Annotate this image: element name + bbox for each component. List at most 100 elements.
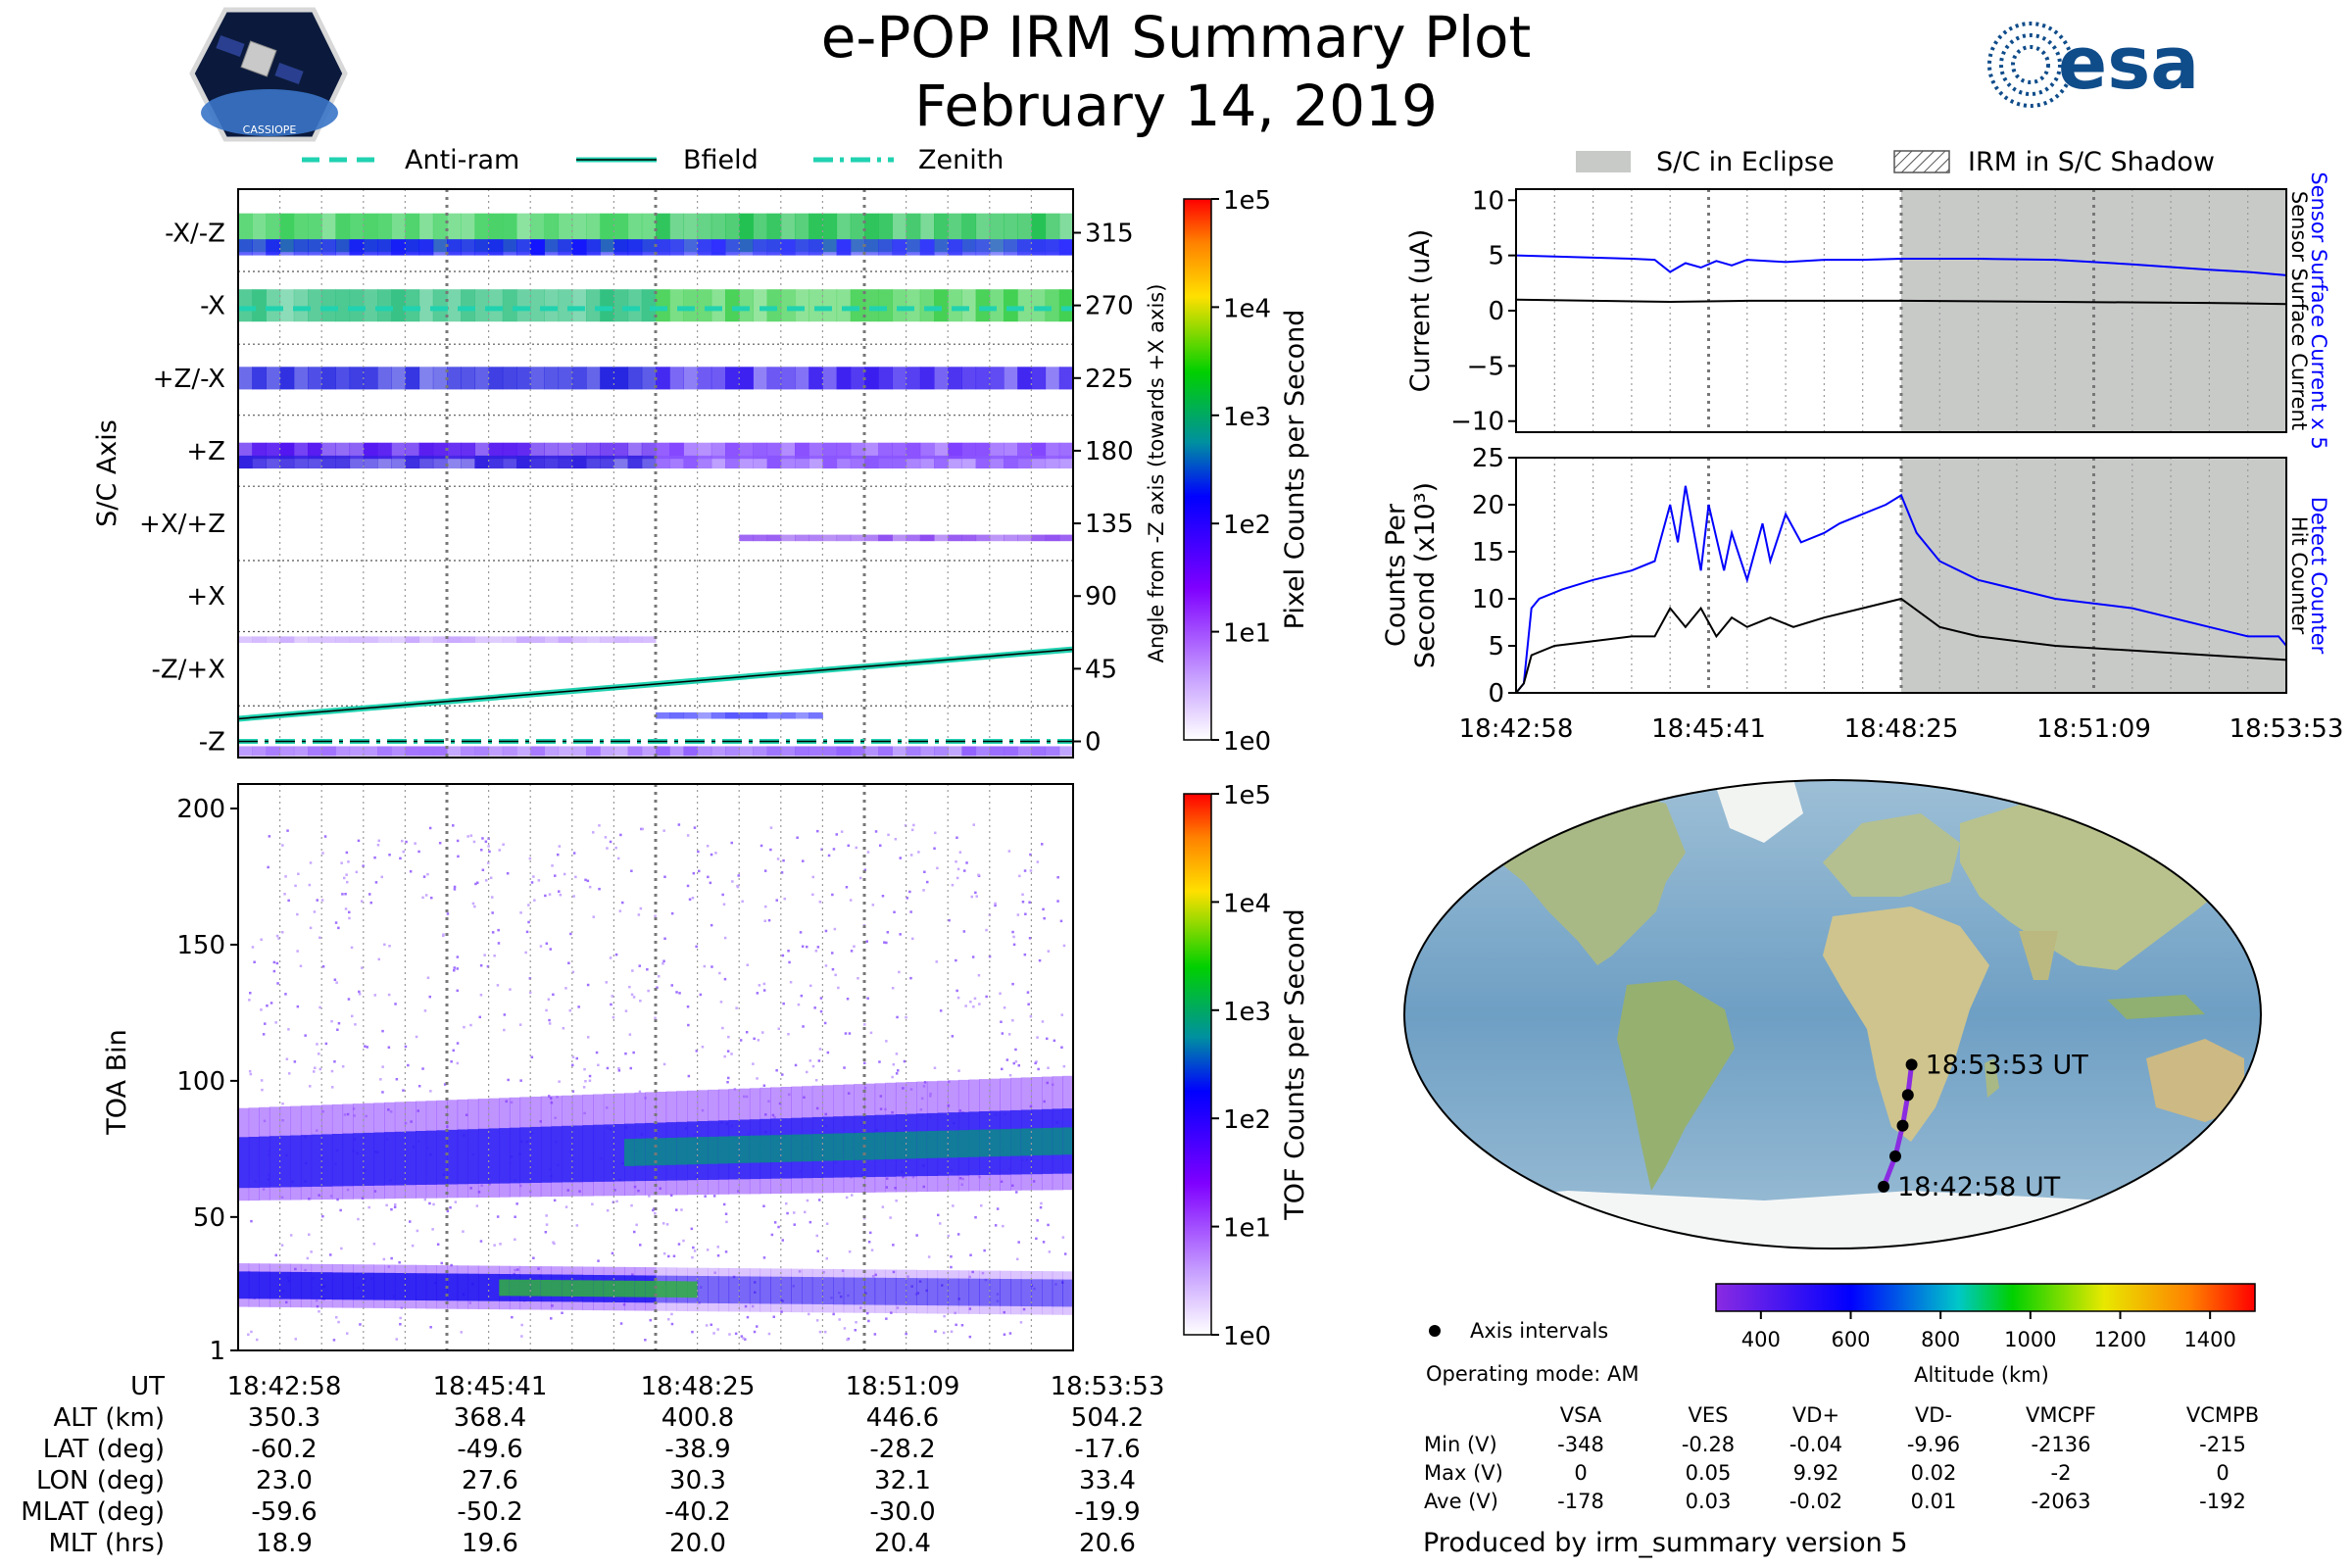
- tof-band-core: [540, 1280, 552, 1297]
- noise-pixel: [968, 1275, 971, 1279]
- esa-logo: esa: [1987, 22, 2199, 108]
- tof-band-core: [687, 1281, 699, 1298]
- tof-band-core: [854, 1133, 865, 1160]
- tof-tick: 50: [193, 1203, 225, 1233]
- pixel-band-cell: [1031, 239, 1047, 256]
- noise-pixel: [714, 852, 717, 855]
- noise-pixel: [721, 1026, 724, 1030]
- noise-pixel: [815, 1319, 819, 1322]
- noise-pixel: [943, 1314, 946, 1318]
- noise-pixel: [411, 1244, 415, 1248]
- pixel-band-cell: [878, 455, 893, 469]
- tof-band-mid: [551, 1126, 563, 1183]
- noise-pixel: [416, 1229, 419, 1233]
- pixel-band-cell: [502, 289, 517, 322]
- tof-band-mid: [394, 1131, 406, 1186]
- noise-pixel: [503, 1013, 507, 1016]
- tof-band-core: [624, 1280, 636, 1298]
- pixel-band-cell: [391, 746, 406, 757]
- noise-pixel: [373, 856, 376, 859]
- noise-pixel: [972, 1005, 975, 1008]
- pixel-band-cell: [864, 289, 879, 322]
- pixel-band-cell: [975, 746, 991, 757]
- noise-pixel: [849, 899, 853, 902]
- counts-xtick: 18:48:25: [1844, 714, 1959, 744]
- noise-pixel: [304, 1034, 307, 1037]
- noise-pixel: [781, 954, 785, 957]
- noise-pixel: [896, 1306, 900, 1309]
- pixel-band-cell: [948, 534, 962, 542]
- pixel-band-cell: [530, 455, 545, 469]
- noise-pixel: [1047, 1223, 1050, 1227]
- pixel-band-cell: [864, 455, 879, 469]
- noise-pixel: [858, 876, 862, 880]
- noise-pixel: [691, 1330, 694, 1334]
- pixel-band-cell: [795, 367, 809, 390]
- tof-tick: 1: [209, 1337, 225, 1366]
- pixel-band-cell: [683, 239, 699, 256]
- pixel-band-cell: [432, 442, 448, 460]
- pixel-band-cell: [780, 711, 796, 719]
- tof-band-core: [780, 1134, 792, 1162]
- noise-pixel: [915, 1234, 918, 1237]
- ephemeris-value: -19.9: [1074, 1497, 1140, 1527]
- pixel-colorbar-label: Pixel Counts per Second: [1280, 310, 1310, 630]
- noise-pixel: [670, 911, 674, 915]
- noise-pixel: [693, 1250, 697, 1252]
- noise-pixel: [1007, 1033, 1011, 1036]
- pixel-band-cell: [571, 367, 587, 390]
- noise-pixel: [395, 1078, 399, 1081]
- noise-pixel: [638, 1090, 642, 1094]
- noise-pixel: [731, 880, 734, 883]
- pixel-band-cell: [363, 746, 378, 757]
- pixel-band-cell: [850, 239, 865, 256]
- noise-pixel: [710, 1323, 712, 1326]
- noise-pixel: [296, 1004, 300, 1008]
- noise-pixel: [818, 1199, 821, 1201]
- tof-band-mid: [728, 1276, 740, 1304]
- noise-pixel: [281, 931, 284, 934]
- pixel-band-cell: [795, 711, 809, 719]
- noise-pixel: [786, 1211, 789, 1215]
- noise-pixel: [471, 902, 475, 906]
- axis-labels: -X/-Z-X+Z/-X+Z+X/+Z+X-Z/+X-Z: [139, 219, 225, 757]
- noise-pixel: [335, 981, 338, 984]
- noise-pixel: [707, 875, 710, 879]
- noise-pixel: [251, 946, 255, 949]
- counts-tick: 0: [1488, 679, 1504, 709]
- pixel-band-cell: [948, 442, 962, 460]
- noise-pixel: [769, 848, 772, 852]
- noise-pixel: [351, 1014, 354, 1018]
- noise-pixel: [345, 873, 348, 876]
- noise-pixel: [886, 931, 890, 934]
- noise-pixel: [866, 997, 869, 1000]
- tof-band-core: [728, 1136, 740, 1164]
- noise-pixel: [402, 1089, 405, 1092]
- pixel-band-cell: [279, 442, 295, 460]
- noise-pixel: [383, 943, 386, 947]
- colorbar-tick: 1e0: [1223, 727, 1271, 757]
- tof-band-mid: [394, 1273, 406, 1300]
- pixel-band-cell: [238, 442, 253, 460]
- noise-pixel: [484, 840, 488, 843]
- noise-pixel: [1053, 1039, 1056, 1043]
- noise-pixel: [831, 967, 835, 971]
- noise-pixel: [588, 1074, 592, 1078]
- pixel-band-cell: [697, 711, 712, 719]
- noise-pixel: [811, 1064, 815, 1068]
- counts-xtick: 18:45:41: [1651, 714, 1766, 744]
- pixel-band-cell: [753, 746, 768, 757]
- pixel-band-cell: [669, 711, 684, 719]
- noise-pixel: [808, 1059, 811, 1062]
- noise-pixel: [870, 1249, 874, 1251]
- pixel-band-cell: [502, 746, 517, 757]
- pixel-band-cell: [892, 455, 907, 469]
- ephemeris-value: -60.2: [251, 1435, 317, 1464]
- noise-pixel: [388, 854, 391, 857]
- noise-pixel: [1023, 953, 1027, 956]
- noise-pixel: [345, 851, 349, 855]
- pixel-band-cell: [488, 367, 504, 390]
- legend-zenith: Zenith: [918, 145, 1004, 175]
- colorbar-tick: 1e2: [1223, 1105, 1271, 1135]
- altitude-ticks: 400 600 800 1000 1200 1400: [1741, 1311, 2236, 1351]
